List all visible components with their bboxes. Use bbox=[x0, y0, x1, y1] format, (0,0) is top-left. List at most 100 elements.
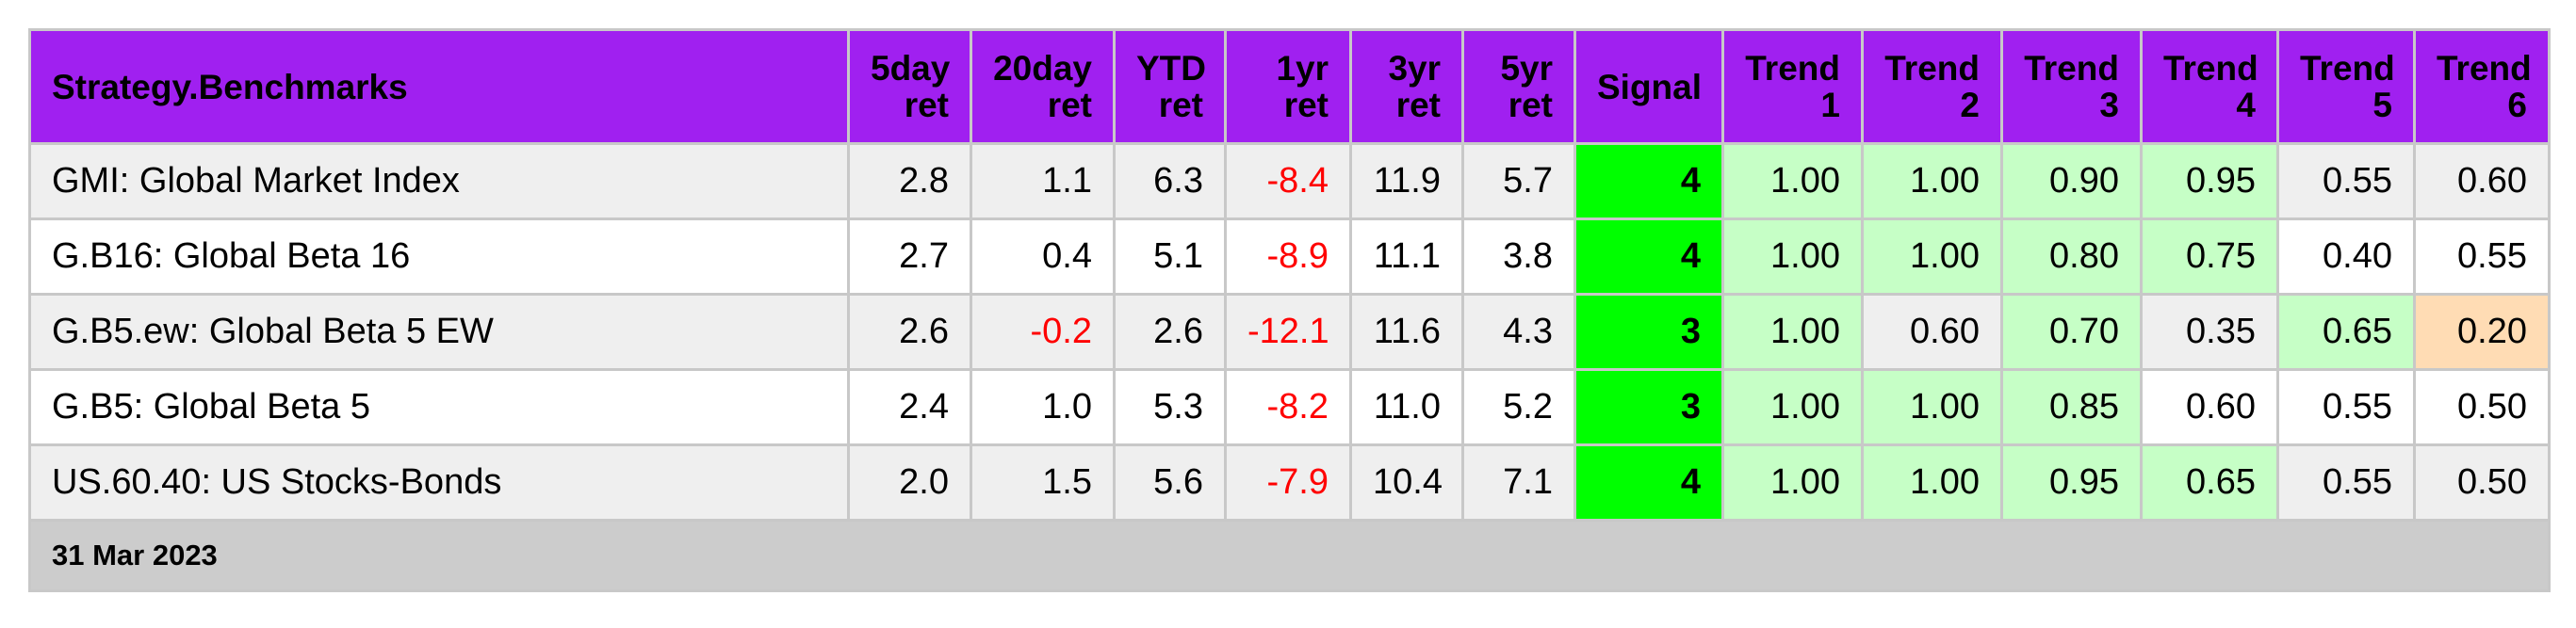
table-row: G.B5.ew: Global Beta 5 EW 2.6 -0.2 2.6 -12.1… bbox=[28, 293, 2551, 371]
cell-t2: 1.00 bbox=[1861, 443, 2003, 522]
benchmarks-table: Strategy.Benchmarks 5day ret 20day ret YTD re… bbox=[28, 28, 2551, 592]
cell-t1: 1.00 bbox=[1721, 142, 1864, 220]
column-header-y1: 1yr ret bbox=[1224, 28, 1352, 145]
column-header-d5: 5day ret bbox=[847, 28, 972, 145]
cell-y1: -7.9 bbox=[1224, 443, 1352, 522]
column-header-line1: 20day bbox=[993, 49, 1092, 88]
row-label: US.60.40: US Stocks-Bonds bbox=[28, 443, 850, 522]
cell-d20: 1.0 bbox=[970, 368, 1116, 446]
cell-t1: 1.00 bbox=[1721, 443, 1864, 522]
cell-y5: 3.8 bbox=[1461, 217, 1576, 296]
column-header-d20: 20day ret bbox=[970, 28, 1116, 145]
column-header-line2: ret bbox=[1047, 86, 1092, 124]
cell-t1: 1.00 bbox=[1721, 217, 1864, 296]
column-header-line2: 2 bbox=[1960, 86, 1980, 124]
cell-t6: 0.55 bbox=[2413, 217, 2551, 296]
cell-t5: 0.40 bbox=[2276, 217, 2416, 296]
column-header-line1: 1yr bbox=[1276, 49, 1329, 88]
cell-d20: 1.1 bbox=[970, 142, 1116, 220]
cell-y5: 4.3 bbox=[1461, 293, 1576, 371]
column-header-line1: Trend bbox=[2163, 49, 2258, 88]
cell-y3: 11.0 bbox=[1349, 368, 1464, 446]
cell-d5: 2.0 bbox=[847, 443, 972, 522]
header-row: Strategy.Benchmarks 5day ret 20day ret YTD re… bbox=[28, 28, 2551, 145]
cell-ytd: 5.1 bbox=[1113, 217, 1227, 296]
cell-t5: 0.55 bbox=[2276, 368, 2416, 446]
column-header-line2: 6 bbox=[2507, 86, 2527, 124]
column-header-line2: ret bbox=[1508, 86, 1553, 124]
cell-y1: -12.1 bbox=[1224, 293, 1352, 371]
column-header-line2: ret bbox=[1158, 86, 1203, 124]
cell-ytd: 2.6 bbox=[1113, 293, 1227, 371]
column-header-line1: 5day bbox=[871, 49, 951, 88]
cell-signal: 4 bbox=[1573, 443, 1724, 522]
cell-y5: 5.7 bbox=[1461, 142, 1576, 220]
cell-y3: 11.9 bbox=[1349, 142, 1464, 220]
cell-y1: -8.2 bbox=[1224, 368, 1352, 446]
cell-t6: 0.60 bbox=[2413, 142, 2551, 220]
cell-d5: 2.6 bbox=[847, 293, 972, 371]
table-body: GMI: Global Market Index 2.8 1.1 6.3 -8.4 11.… bbox=[28, 142, 2551, 522]
cell-t2: 1.00 bbox=[1861, 217, 2003, 296]
cell-t5: 0.55 bbox=[2276, 443, 2416, 522]
cell-t3: 0.70 bbox=[2000, 293, 2143, 371]
cell-y5: 7.1 bbox=[1461, 443, 1576, 522]
column-header-t3: Trend 3 bbox=[2000, 28, 2143, 145]
cell-t1: 1.00 bbox=[1721, 368, 1864, 446]
column-header-line1: Trend bbox=[2024, 49, 2119, 88]
column-header-t6: Trend 6 bbox=[2413, 28, 2551, 145]
cell-t3: 0.95 bbox=[2000, 443, 2143, 522]
table-row: US.60.40: US Stocks-Bonds 2.0 1.5 5.6 -7.9 10… bbox=[28, 443, 2551, 522]
column-header-line2: ret bbox=[1283, 86, 1329, 124]
column-header-t4: Trend 4 bbox=[2140, 28, 2279, 145]
cell-d20: 0.4 bbox=[970, 217, 1116, 296]
cell-t4: 0.95 bbox=[2140, 142, 2279, 220]
cell-d5: 2.7 bbox=[847, 217, 972, 296]
column-header-line2: ret bbox=[904, 86, 949, 124]
column-header-line1: Trend bbox=[1884, 49, 1980, 88]
row-label: G.B5.ew: Global Beta 5 EW bbox=[28, 293, 850, 371]
cell-t4: 0.60 bbox=[2140, 368, 2279, 446]
cell-signal: 3 bbox=[1573, 293, 1724, 371]
row-label: G.B16: Global Beta 16 bbox=[28, 217, 850, 296]
cell-y1: -8.9 bbox=[1224, 217, 1352, 296]
column-header-t2: Trend 2 bbox=[1861, 28, 2003, 145]
cell-ytd: 6.3 bbox=[1113, 142, 1227, 220]
column-header-ytd: YTD ret bbox=[1113, 28, 1227, 145]
column-header-t5: Trend 5 bbox=[2276, 28, 2416, 145]
cell-t2: 0.60 bbox=[1861, 293, 2003, 371]
column-header-line1: Signal bbox=[1597, 67, 1703, 106]
cell-ytd: 5.3 bbox=[1113, 368, 1227, 446]
column-header-signal: Signal bbox=[1573, 28, 1724, 145]
footer-row: 31 Mar 2023 bbox=[28, 519, 2551, 592]
column-header-line1: Trend bbox=[1745, 49, 1840, 88]
cell-d20: -0.2 bbox=[970, 293, 1116, 371]
column-header-y5: 5yr ret bbox=[1461, 28, 1576, 145]
cell-d5: 2.8 bbox=[847, 142, 972, 220]
date-footer: 31 Mar 2023 bbox=[28, 519, 2551, 592]
table-title: Strategy.Benchmarks bbox=[28, 28, 850, 145]
cell-t5: 0.65 bbox=[2276, 293, 2416, 371]
cell-y5: 5.2 bbox=[1461, 368, 1576, 446]
cell-t5: 0.55 bbox=[2276, 142, 2416, 220]
cell-t3: 0.90 bbox=[2000, 142, 2143, 220]
cell-t6: 0.20 bbox=[2413, 293, 2551, 371]
cell-y3: 11.6 bbox=[1349, 293, 1464, 371]
column-header-t1: Trend 1 bbox=[1721, 28, 1864, 145]
table-row: G.B5: Global Beta 5 2.4 1.0 5.3 -8.2 11.0 5.2 3… bbox=[28, 368, 2551, 446]
cell-t3: 0.80 bbox=[2000, 217, 2143, 296]
column-header-y3: 3yr ret bbox=[1349, 28, 1464, 145]
cell-signal: 4 bbox=[1573, 217, 1724, 296]
cell-t3: 0.85 bbox=[2000, 368, 2143, 446]
table-row: GMI: Global Market Index 2.8 1.1 6.3 -8.4 11.… bbox=[28, 142, 2551, 220]
cell-t2: 1.00 bbox=[1861, 142, 2003, 220]
column-header-line2: 5 bbox=[2372, 86, 2392, 124]
column-header-line1: 5yr bbox=[1500, 49, 1553, 88]
cell-t4: 0.75 bbox=[2140, 217, 2279, 296]
cell-d5: 2.4 bbox=[847, 368, 972, 446]
column-header-line1: 3yr bbox=[1388, 49, 1441, 88]
row-label: GMI: Global Market Index bbox=[28, 142, 850, 220]
cell-y1: -8.4 bbox=[1224, 142, 1352, 220]
column-header-line2: 3 bbox=[2099, 86, 2119, 124]
cell-signal: 4 bbox=[1573, 142, 1724, 220]
